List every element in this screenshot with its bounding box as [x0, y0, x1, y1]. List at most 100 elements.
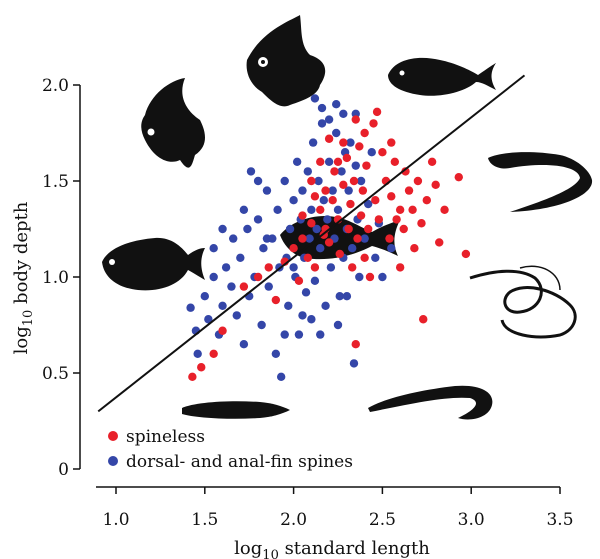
point-spines	[339, 109, 348, 119]
point-spines	[332, 128, 341, 138]
point-spines	[371, 253, 380, 262]
point-spineless	[321, 186, 330, 195]
point-spines	[262, 234, 272, 243]
x-tick-label: 2.0	[280, 510, 307, 530]
point-spines	[259, 244, 268, 253]
point-spineless	[401, 167, 410, 176]
point-spines	[387, 244, 396, 253]
point-spines	[305, 234, 314, 243]
point-spineless	[435, 238, 444, 247]
point-spines	[204, 315, 213, 324]
thin-eel-silhouette	[469, 265, 577, 339]
point-spineless	[378, 148, 387, 157]
point-spines	[209, 272, 218, 282]
point-spines	[337, 167, 346, 176]
point-spineless	[440, 205, 449, 214]
point-spines	[333, 205, 343, 214]
small-fish-silhouette-bottom	[182, 401, 290, 419]
point-spineless	[356, 211, 366, 220]
point-spineless	[422, 196, 431, 205]
point-spineless	[342, 153, 352, 163]
point-spines	[326, 263, 336, 272]
point-spineless	[351, 115, 360, 124]
point-spineless	[349, 176, 359, 186]
point-spines	[378, 272, 387, 282]
point-spineless	[310, 263, 320, 272]
y-tick-label: 2.0	[42, 76, 69, 96]
point-spineless	[209, 349, 218, 358]
y-tick-label: 0	[58, 460, 69, 480]
point-spines	[253, 176, 263, 186]
eel-silhouette-right	[488, 152, 593, 212]
point-spines	[280, 176, 289, 186]
fish-silhouettes	[102, 15, 593, 420]
point-spines	[351, 109, 360, 119]
point-spineless	[461, 249, 471, 259]
point-spines	[298, 186, 307, 195]
point-spines	[276, 372, 286, 382]
point-spines	[301, 288, 311, 297]
point-spineless	[346, 199, 355, 209]
point-spineless	[303, 253, 313, 262]
point-spines	[310, 94, 320, 103]
y-tick-label: 1.0	[42, 268, 69, 288]
point-spines	[346, 138, 355, 147]
point-spines	[273, 205, 282, 214]
point-spineless	[399, 224, 408, 234]
point-spines	[349, 359, 359, 368]
point-spines	[323, 215, 332, 224]
angelfish-silhouette-left	[141, 78, 205, 168]
point-spineless	[271, 295, 281, 305]
point-spineless	[387, 192, 396, 201]
point-spines	[324, 157, 334, 166]
point-spineless	[316, 205, 325, 214]
x-axis: 1.0 1.5 2.0 2.5 3.0 3.5	[96, 486, 574, 530]
point-spines	[239, 340, 249, 349]
point-spineless	[324, 238, 334, 247]
point-spines	[360, 234, 369, 243]
point-spines	[317, 103, 327, 113]
point-spines	[264, 282, 273, 291]
point-spines	[356, 176, 366, 186]
point-spines	[310, 276, 320, 286]
point-spineless	[387, 138, 396, 147]
point-spines	[367, 148, 376, 157]
x-tick-label: 1.5	[191, 510, 218, 530]
point-spines	[307, 205, 316, 214]
point-spineless	[335, 249, 344, 259]
point-spineless	[371, 196, 380, 205]
point-spines	[285, 224, 295, 234]
point-spines	[316, 330, 325, 339]
point-spineless	[351, 340, 360, 349]
point-spineless	[253, 272, 263, 282]
point-spineless	[333, 157, 343, 166]
y-axis: 0 0.5 1.0 1.5 2.0	[42, 76, 81, 480]
point-spines	[333, 320, 343, 330]
point-spines	[319, 196, 328, 205]
eel-silhouette-bottom	[368, 385, 493, 420]
point-spineless	[310, 192, 320, 201]
pomfret-silhouette	[388, 57, 496, 96]
point-spines	[229, 234, 238, 243]
legend-marker-spineless	[108, 431, 118, 441]
point-spines	[312, 224, 321, 234]
point-spines	[314, 176, 323, 186]
point-spineless	[360, 128, 369, 138]
point-spineless	[395, 263, 405, 272]
point-spines	[221, 263, 231, 272]
point-spines	[317, 119, 327, 128]
point-spines	[328, 186, 337, 195]
legend: spineless dorsal- and anal-fin spines	[108, 427, 353, 472]
point-spines	[227, 282, 236, 291]
point-spineless	[395, 205, 405, 214]
x-tick-label: 3.0	[458, 510, 485, 530]
point-spines	[236, 253, 245, 262]
y-tick-label: 1.5	[42, 172, 69, 192]
point-spines	[348, 244, 357, 253]
point-spines	[324, 115, 334, 124]
point-spineless	[362, 161, 371, 170]
point-spines	[193, 349, 202, 358]
point-spineless	[404, 186, 414, 195]
point-spines	[200, 292, 209, 301]
point-spineless	[431, 180, 440, 190]
